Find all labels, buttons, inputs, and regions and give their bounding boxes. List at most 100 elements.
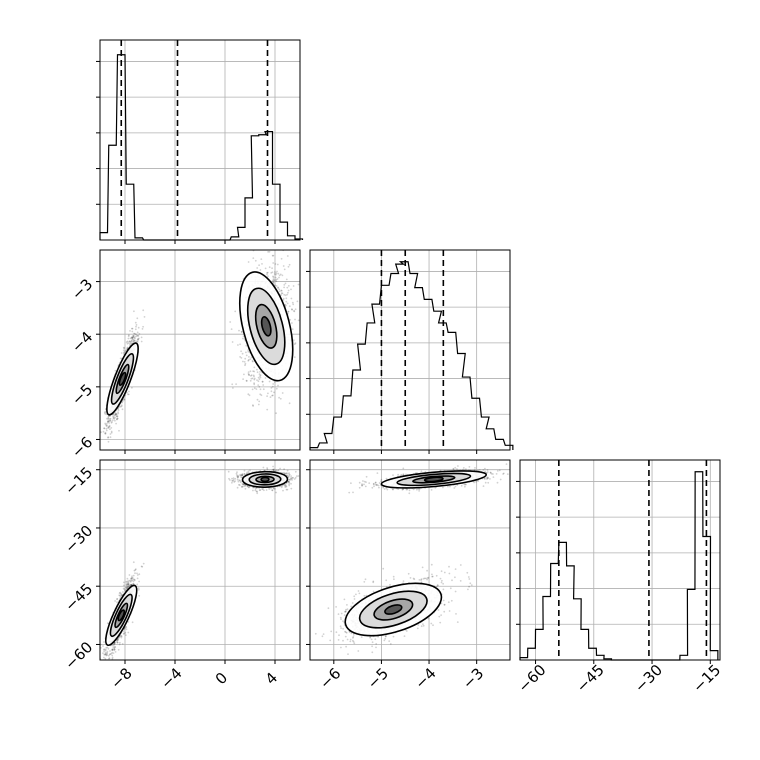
scatter-point <box>109 433 112 435</box>
scatter-point <box>112 643 115 646</box>
scatter-point <box>111 658 114 660</box>
scatter-point <box>111 648 114 651</box>
scatter-point <box>108 657 111 659</box>
scatter-point <box>106 650 109 653</box>
scatter-point <box>115 412 117 415</box>
scatter-point <box>129 581 132 583</box>
scatter-point <box>280 292 283 295</box>
y-tick-label: −5 <box>68 380 96 408</box>
scatter-point <box>111 656 114 659</box>
scatter-point <box>137 338 140 341</box>
scatter-point <box>120 635 123 637</box>
scatter-point <box>275 273 277 276</box>
scatter-point <box>120 636 123 639</box>
scatter-point <box>239 474 242 477</box>
scatter-point <box>107 415 110 418</box>
scatter-point <box>245 351 247 354</box>
scatter-point <box>272 254 275 257</box>
scatter-point <box>103 411 106 414</box>
scatter-point <box>272 247 274 249</box>
scatter-point <box>249 358 252 360</box>
scatter-point <box>270 387 273 389</box>
scatter-point <box>131 575 133 578</box>
scatter-point <box>274 276 277 279</box>
scatter-point <box>106 417 108 420</box>
scatter-point <box>129 337 132 340</box>
scatter-point <box>104 432 107 435</box>
scatter-point <box>279 467 281 470</box>
scatter-point <box>249 379 252 382</box>
scatter-point <box>116 641 119 644</box>
scatter-point <box>276 470 279 472</box>
scatter-point <box>115 415 118 417</box>
scatter-point <box>266 271 269 274</box>
scatter-point <box>292 339 295 341</box>
scatter-point <box>255 388 258 390</box>
scatter-point <box>257 380 260 383</box>
scatter-point <box>101 663 103 665</box>
scatter-point <box>275 285 278 287</box>
scatter-point <box>275 278 278 281</box>
scatter-point <box>259 393 262 396</box>
scatter-point <box>107 654 110 657</box>
scatter-point <box>136 338 139 341</box>
scatter-point <box>117 412 120 415</box>
scatter-point <box>132 340 135 343</box>
scatter-point <box>266 468 269 471</box>
scatter-point <box>241 473 244 476</box>
scatter-point <box>251 360 254 363</box>
scatter-point <box>271 468 274 471</box>
scatter-point <box>109 419 112 422</box>
scatter-point <box>126 347 129 350</box>
scatter-point <box>114 648 116 651</box>
scatter-point <box>276 263 279 266</box>
scatter-point <box>272 465 274 468</box>
scatter-point <box>115 413 117 416</box>
scatter-point <box>134 572 136 575</box>
scatter-point <box>286 302 289 305</box>
scatter-point <box>136 340 139 343</box>
scatter-point <box>138 573 141 576</box>
scatter-point <box>114 651 117 653</box>
scatter-point <box>254 489 257 492</box>
scatter-point <box>108 653 111 656</box>
scatter-point <box>242 483 244 486</box>
scatter-point <box>104 411 107 413</box>
scatter-point <box>131 386 133 389</box>
scatter-point <box>108 425 111 428</box>
scatter-point <box>126 585 129 588</box>
scatter-point <box>96 682 98 684</box>
scatter-point <box>102 652 104 655</box>
scatter-point <box>244 487 247 490</box>
scatter-point <box>259 375 261 378</box>
scatter-frame <box>99 249 301 451</box>
scatter-point <box>126 391 128 394</box>
scatter-point <box>130 583 133 586</box>
scatter-point <box>125 634 127 636</box>
scatter-point <box>130 579 133 582</box>
scatter-point <box>262 388 265 391</box>
scatter-point <box>271 267 273 270</box>
scatter-point <box>133 569 136 572</box>
scatter-point <box>110 427 113 429</box>
scatter-point <box>280 289 283 292</box>
scatter-point <box>271 254 274 257</box>
scatter-point <box>117 411 119 414</box>
scatter-point <box>103 656 105 659</box>
scatter-point <box>122 633 125 635</box>
scatter-point <box>229 321 232 323</box>
scatter-point <box>291 322 293 324</box>
scatter-point <box>132 335 134 337</box>
scatter-point <box>247 350 250 353</box>
scatter-point <box>124 631 127 634</box>
scatter-point <box>285 485 287 487</box>
scatter-point <box>121 408 124 411</box>
scatter-point <box>284 294 287 297</box>
scatter-point <box>252 486 254 489</box>
scatter-point <box>134 337 136 340</box>
scatter-point <box>287 289 290 292</box>
scatter-point <box>258 373 261 375</box>
scatter-point <box>231 477 233 480</box>
scatter-point <box>231 481 233 484</box>
